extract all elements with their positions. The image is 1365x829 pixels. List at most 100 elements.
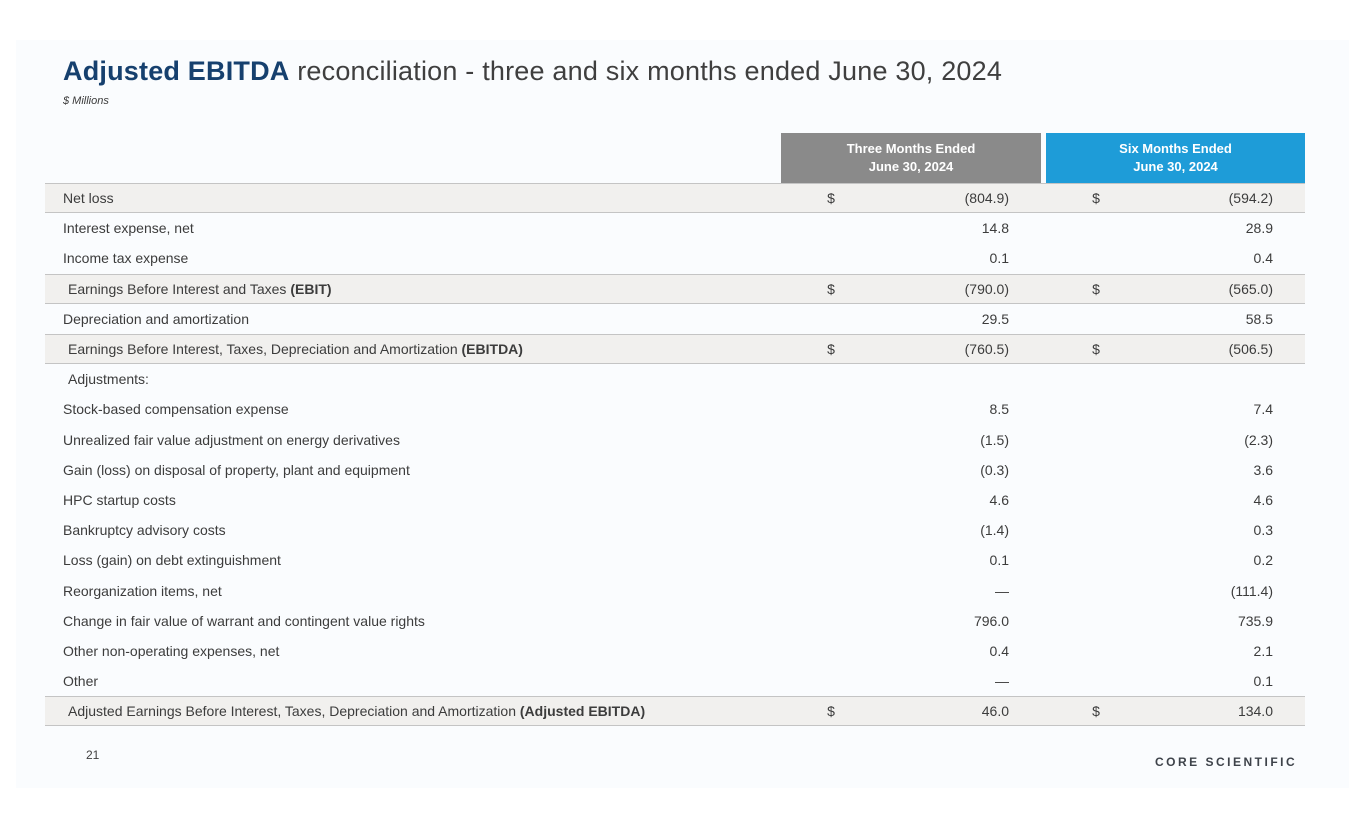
row-label: Earnings Before Interest and Taxes (EBIT… <box>68 280 332 297</box>
row-value-six-months: 0.3 <box>1253 522 1273 539</box>
row-group-six-months: 0.4 <box>1046 250 1305 266</box>
row-value-three-months: (1.4) <box>980 522 1009 539</box>
row-dollar-three-months <box>781 492 881 508</box>
row-dollar-three-months <box>781 583 881 599</box>
reconciliation-table: Three Months Ended June 30, 2024 Six Mon… <box>45 133 1305 727</box>
table-row: Reorganization items, net — (111.4) <box>45 575 1305 605</box>
table-row: Net loss $ (804.9) $ (594.2) <box>45 183 1305 214</box>
row-group-six-months: $ (594.2) <box>1046 190 1305 206</box>
row-dollar-six-months: $ <box>1092 190 1100 207</box>
table-row: Adjusted Earnings Before Interest, Taxes… <box>45 696 1305 727</box>
row-value-six-months: 7.4 <box>1253 401 1273 418</box>
table-row: Income tax expense 0.1 0.4 <box>45 243 1305 273</box>
row-label: Change in fair value of warrant and cont… <box>63 612 425 629</box>
row-dollar-six-months: $ <box>1092 341 1100 358</box>
page-title-highlight: Adjusted EBITDA <box>63 56 290 86</box>
row-dollar-three-months <box>781 462 881 478</box>
table-row: Stock-based compensation expense 8.5 7.4 <box>45 394 1305 424</box>
row-dollar-six-months <box>1046 311 1146 327</box>
row-label: Gain (loss) on disposal of property, pla… <box>63 461 410 478</box>
row-dollar-three-months: $ <box>827 280 835 297</box>
row-dollar-three-months <box>781 220 881 236</box>
row-group-three-months: — <box>781 673 1041 689</box>
table-header-row: Three Months Ended June 30, 2024 Six Mon… <box>45 133 1305 183</box>
row-label: Other <box>63 673 99 690</box>
row-group-six-months: 3.6 <box>1046 462 1305 478</box>
row-dollar-three-months <box>781 401 881 417</box>
row-value-three-months: 0.1 <box>989 552 1009 569</box>
row-dollar-six-months <box>1046 462 1146 478</box>
row-value-six-months: 0.2 <box>1253 552 1273 569</box>
row-dollar-six-months: $ <box>1092 280 1100 297</box>
row-group-six-months: 58.5 <box>1046 311 1305 327</box>
row-group-three-months: 14.8 <box>781 220 1041 236</box>
row-dollar-six-months <box>1046 673 1146 689</box>
row-group-three-months: 8.5 <box>781 401 1041 417</box>
row-value-three-months: 0.1 <box>989 250 1009 267</box>
row-label: Stock-based compensation expense <box>63 401 289 418</box>
row-dollar-six-months: $ <box>1092 703 1100 720</box>
row-group-six-months: (2.3) <box>1046 432 1305 448</box>
row-group-three-months: 796.0 <box>781 613 1041 629</box>
table-row: Unrealized fair value adjustment on ener… <box>45 425 1305 455</box>
row-group-three-months: $ (804.9) <box>781 190 1041 206</box>
table-row: HPC startup costs 4.6 4.6 <box>45 485 1305 515</box>
row-value-three-months: — <box>995 673 1009 690</box>
row-value-three-months: 46.0 <box>981 703 1009 720</box>
table-row: Change in fair value of warrant and cont… <box>45 606 1305 636</box>
row-dollar-six-months <box>1046 522 1146 538</box>
row-dollar-three-months <box>781 552 881 568</box>
page-title-rest: reconciliation - three and six months en… <box>289 56 1003 86</box>
table-row: Interest expense, net 14.8 28.9 <box>45 213 1305 243</box>
row-label: Bankruptcy advisory costs <box>63 522 226 539</box>
row-value-six-months: (111.4) <box>1230 582 1273 599</box>
row-value-six-months: (2.3) <box>1244 431 1273 448</box>
row-dollar-six-months <box>1046 552 1146 568</box>
row-value-three-months: (804.9) <box>964 190 1009 207</box>
row-dollar-three-months <box>781 522 881 538</box>
row-group-three-months: 4.6 <box>781 492 1041 508</box>
row-dollar-six-months <box>1046 613 1146 629</box>
table-row: Other — 0.1 <box>45 666 1305 696</box>
row-dollar-three-months: $ <box>827 190 835 207</box>
col-header-three-months: Three Months Ended June 30, 2024 <box>781 133 1041 183</box>
row-dollar-three-months <box>781 432 881 448</box>
slide: Adjusted EBITDA reconciliation - three a… <box>16 40 1349 788</box>
row-group-three-months: $ 46.0 <box>781 703 1041 719</box>
row-group-six-months: $ (565.0) <box>1046 281 1305 297</box>
table-row: Gain (loss) on disposal of property, pla… <box>45 455 1305 485</box>
row-value-three-months: 0.4 <box>989 642 1009 659</box>
row-value-three-months: 14.8 <box>981 220 1009 237</box>
row-dollar-three-months <box>781 311 881 327</box>
table-row: Earnings Before Interest and Taxes (EBIT… <box>45 273 1305 304</box>
row-value-three-months: 4.6 <box>989 491 1009 508</box>
page-number: 21 <box>86 748 100 762</box>
row-dollar-six-months <box>1046 643 1146 659</box>
row-group-six-months: (111.4) <box>1046 583 1305 599</box>
row-dollar-three-months <box>781 613 881 629</box>
row-dollar-six-months <box>1046 250 1146 266</box>
page-title: Adjusted EBITDA reconciliation - three a… <box>63 56 1002 87</box>
row-dollar-three-months: $ <box>827 703 835 720</box>
header-spacer <box>45 133 781 183</box>
row-group-six-months: 0.3 <box>1046 522 1305 538</box>
row-label: Net loss <box>63 190 114 207</box>
row-dollar-six-months <box>1046 220 1146 236</box>
row-group-three-months: 0.1 <box>781 250 1041 266</box>
row-label: Adjustments: <box>68 371 149 388</box>
row-dollar-three-months <box>781 673 881 689</box>
row-value-six-months: 28.9 <box>1245 220 1273 237</box>
row-dollar-three-months: $ <box>827 341 835 358</box>
row-value-three-months: — <box>995 582 1009 599</box>
row-group-six-months: 28.9 <box>1046 220 1305 236</box>
row-group-three-months: $ (760.5) <box>781 341 1041 357</box>
row-value-six-months: (565.0) <box>1228 280 1273 297</box>
row-group-six-months: 0.2 <box>1046 552 1305 568</box>
row-group-six-months: 4.6 <box>1046 492 1305 508</box>
row-group-six-months: $ 134.0 <box>1046 703 1305 719</box>
row-label: Income tax expense <box>63 250 189 267</box>
row-value-six-months: 3.6 <box>1253 461 1273 478</box>
table-row: Depreciation and amortization 29.5 58.5 <box>45 304 1305 334</box>
row-group-three-months: $ (790.0) <box>781 281 1041 297</box>
row-label: Unrealized fair value adjustment on ener… <box>63 431 400 448</box>
